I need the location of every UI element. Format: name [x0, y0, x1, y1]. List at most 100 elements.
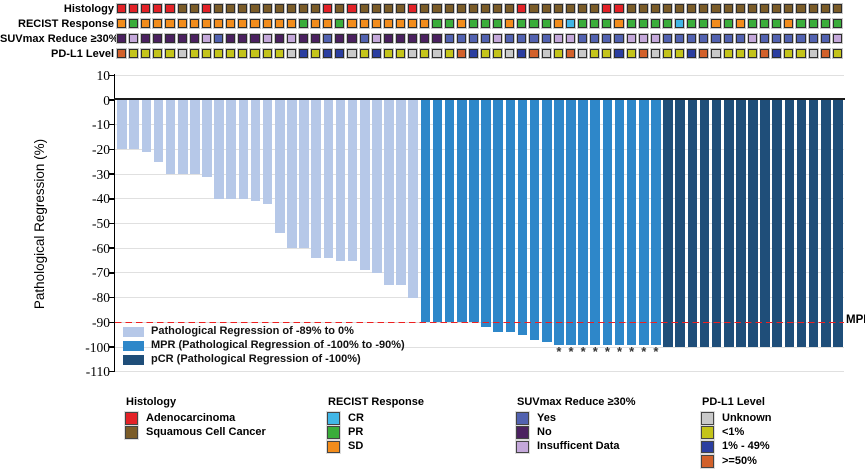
pdl1-square	[153, 49, 163, 59]
pdl1-square	[165, 49, 175, 59]
pdl1-square	[602, 49, 612, 59]
regression-bar	[384, 100, 394, 286]
histology-square	[808, 4, 818, 14]
histology-square	[323, 4, 333, 14]
recist-square	[735, 19, 745, 29]
regression-bar	[396, 100, 406, 286]
pdl1-square	[286, 49, 296, 59]
regression-bar	[141, 100, 152, 152]
y-tick-mark	[108, 173, 114, 175]
histology-square	[420, 4, 430, 14]
recist-square	[626, 19, 636, 29]
legend-item-swatch	[125, 426, 138, 439]
suvmax-square	[626, 34, 636, 44]
histology-square	[602, 4, 612, 14]
regression-bar	[214, 100, 224, 199]
pdl1-square	[565, 49, 576, 59]
suvmax-square	[141, 34, 151, 44]
suvmax-square	[395, 34, 406, 44]
y-tick-mark	[108, 198, 114, 200]
histology-square	[820, 4, 830, 14]
legend-item-swatch	[701, 440, 714, 454]
y-tick-mark	[108, 148, 114, 151]
suvmax-square	[323, 34, 333, 44]
pdl1-square	[359, 49, 369, 59]
histology-square	[784, 4, 794, 14]
recist-square	[468, 19, 478, 29]
legend-item-label: Squamous Cell Cancer	[146, 425, 266, 438]
histology-square	[274, 4, 284, 14]
suvmax-square	[468, 34, 478, 44]
regression-bar	[493, 100, 503, 333]
pdl1-square	[687, 49, 697, 59]
suvmax-square	[808, 34, 818, 44]
recist-square	[759, 19, 770, 29]
suvmax-square	[723, 34, 733, 44]
suvmax-square	[541, 34, 551, 44]
regression-bar	[432, 100, 443, 323]
legend-item-label: 1% - 49%	[722, 440, 770, 453]
suvmax-square	[602, 34, 612, 44]
regression-bar	[481, 100, 491, 328]
suvmax-square	[226, 34, 236, 44]
asterisk: *	[556, 344, 562, 359]
y-tick-mark	[108, 346, 114, 348]
recist-square	[832, 19, 842, 29]
regression-bar	[457, 100, 467, 323]
suvmax-square	[420, 34, 430, 44]
suvmax-square	[444, 34, 454, 44]
asterisk: *	[568, 344, 574, 359]
pdl1-square	[189, 49, 199, 59]
recist-square	[614, 19, 624, 29]
suvmax-square	[662, 34, 673, 44]
pdl1-square	[577, 49, 588, 59]
pdl1-square	[493, 49, 503, 59]
recist-square	[408, 19, 418, 29]
histology-square	[650, 4, 660, 14]
gridline	[115, 272, 844, 274]
pdl1-square	[553, 49, 563, 59]
pdl1-square	[335, 49, 345, 59]
track-label-recist: RECIST Response	[18, 18, 114, 30]
legend-item-swatch	[516, 440, 529, 454]
pdl1-square	[517, 49, 527, 59]
regression-bar	[748, 100, 758, 347]
suvmax-square	[590, 34, 600, 44]
histology-square	[262, 4, 272, 14]
histology-square	[383, 4, 394, 14]
regression-bar	[444, 100, 455, 323]
legend-item-label: PR	[348, 425, 364, 438]
histology-square	[772, 4, 782, 14]
pdl1-square	[201, 49, 212, 59]
pdl1-square	[820, 49, 830, 59]
histology-square	[226, 4, 236, 14]
legend-label-standard: Pathological Regression of -89% to 0%	[151, 325, 354, 337]
mpr-threshold-label: MPR	[846, 314, 865, 326]
regression-bar	[408, 100, 419, 298]
histology-square	[553, 4, 563, 14]
y-tick-mark	[108, 370, 114, 373]
recist-square	[189, 19, 199, 29]
legend-item-label: Adenocarcinoma	[146, 411, 236, 424]
pdl1-square	[238, 49, 248, 59]
pdl1-square	[177, 49, 187, 59]
suvmax-square	[480, 34, 491, 44]
suvmax-square	[735, 34, 745, 44]
pdl1-square	[420, 49, 430, 59]
legend-group-title: RECIST Response	[328, 396, 424, 408]
recist-square	[662, 19, 673, 29]
y-tick-mark	[108, 222, 114, 225]
recist-square	[286, 19, 296, 29]
suvmax-square	[784, 34, 794, 44]
asterisk: *	[604, 344, 610, 359]
histology-square	[699, 4, 709, 14]
suvmax-square	[565, 34, 576, 44]
regression-bar	[287, 100, 297, 249]
regression-bar	[723, 100, 734, 347]
regression-bar	[808, 100, 819, 347]
regression-bar	[614, 100, 625, 345]
histology-square	[444, 4, 454, 14]
suvmax-square	[577, 34, 588, 44]
y-axis-title: Pathological Regression (%)	[32, 138, 47, 310]
pdl1-square	[723, 49, 733, 59]
